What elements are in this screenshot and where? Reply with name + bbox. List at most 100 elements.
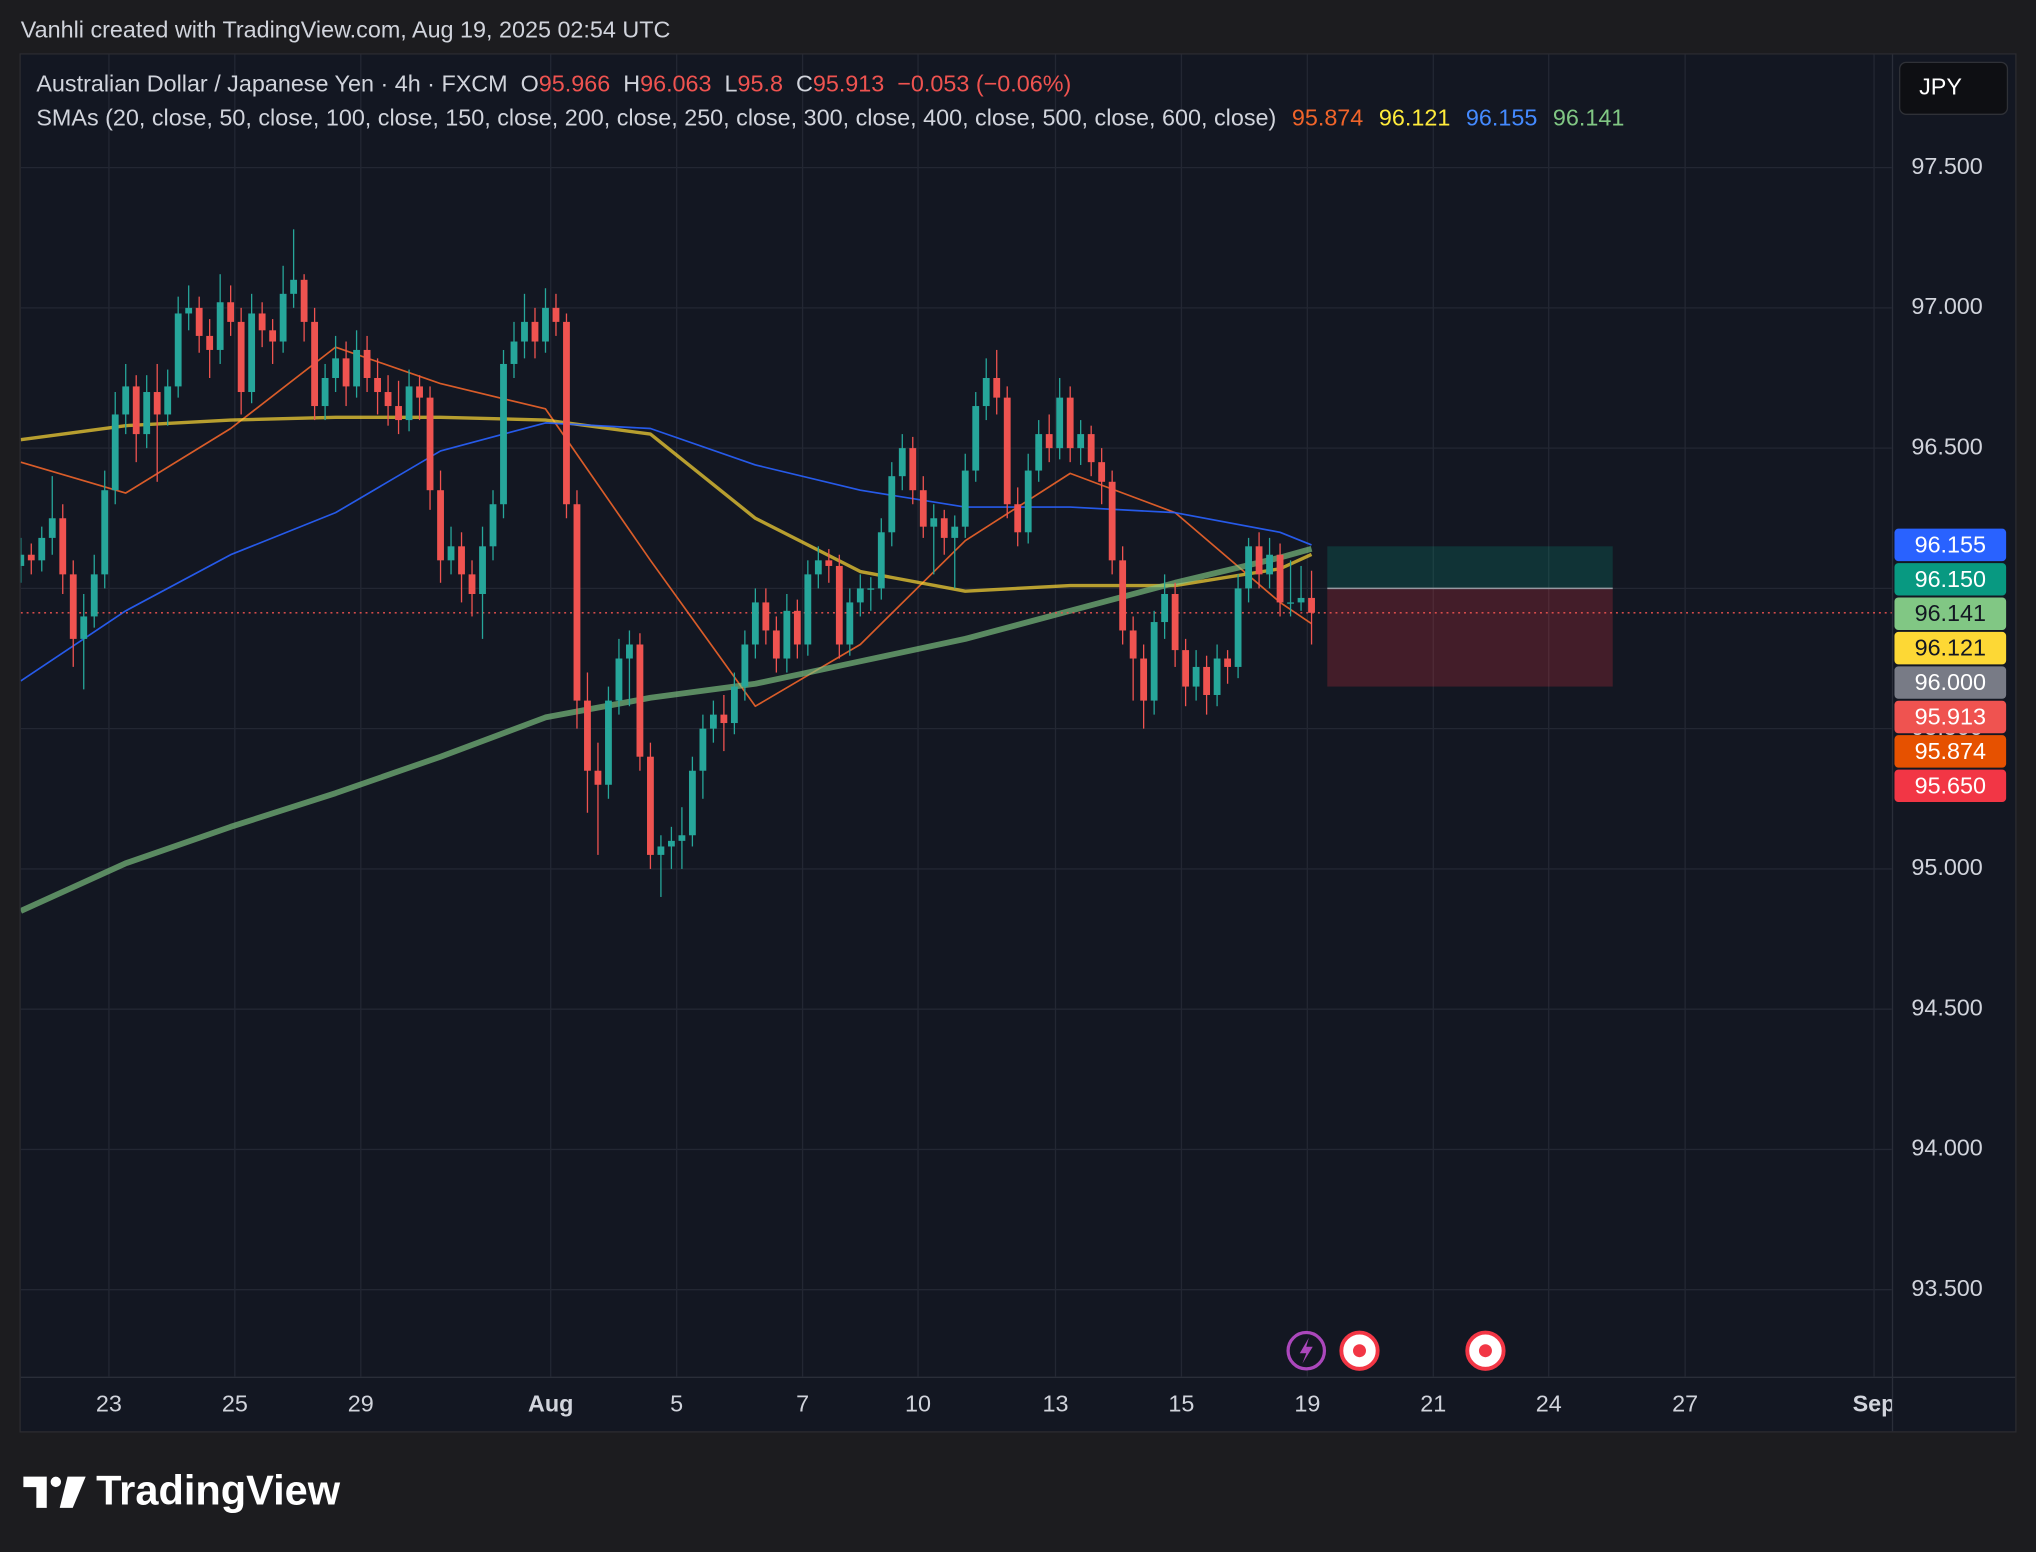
price-tag <box>1894 631 2007 665</box>
candle-body <box>69 574 77 639</box>
currency-box[interactable] <box>1899 61 2009 115</box>
candle-body <box>573 504 581 701</box>
legend-text: 96.121 <box>1379 105 1450 131</box>
candle-body <box>615 658 623 701</box>
candle-body <box>1245 546 1252 589</box>
event-dot <box>1353 1344 1366 1358</box>
candle-body <box>27 554 35 561</box>
candle-body <box>1024 470 1032 533</box>
candle-body <box>405 386 413 421</box>
candle-body <box>982 377 990 407</box>
candle-body <box>20 554 25 566</box>
candle-body <box>1287 602 1294 604</box>
sma-line <box>20 422 1312 682</box>
candle-body <box>563 321 570 505</box>
candle-body <box>1056 397 1064 449</box>
legend-text: Australian Dollar / Japanese Yen · 4h · … <box>36 71 507 97</box>
candle-body <box>898 448 906 477</box>
price-tag <box>1894 700 2007 734</box>
candle-body <box>741 644 749 687</box>
price-tag-label: 95.913 <box>1915 703 1986 729</box>
legend-text: L <box>725 71 738 97</box>
candle-body <box>132 386 140 435</box>
candle-body <box>311 321 319 407</box>
legend-text: O <box>521 71 539 97</box>
candle-body <box>1255 546 1263 575</box>
x-tick-label: 15 <box>1168 1390 1194 1416</box>
currency[interactable]: JPY <box>1919 73 1962 99</box>
candle-body <box>290 279 298 294</box>
candle-body <box>468 574 476 595</box>
candle-body <box>678 835 686 841</box>
candle-body <box>479 546 486 595</box>
candle-body <box>835 565 843 645</box>
candle-body <box>59 518 67 575</box>
candle-body <box>1224 658 1232 667</box>
candle-body <box>143 392 151 435</box>
price-tag-label: 96.141 <box>1915 600 1986 626</box>
candle-body <box>174 313 182 387</box>
candle-body <box>636 644 644 757</box>
brand-logo: TradingView <box>23 1467 341 1514</box>
candle-body <box>888 476 896 533</box>
candle-body <box>867 588 875 590</box>
candle-body <box>584 700 591 771</box>
candle-body <box>804 574 812 645</box>
symbol-legend: Australian Dollar / Japanese Yen · 4h · … <box>36 71 1071 97</box>
candle-body <box>699 728 707 771</box>
candle-body <box>605 700 612 785</box>
candles <box>20 229 1315 897</box>
legend-text: 96.141 <box>1553 105 1624 131</box>
candle-body <box>353 349 360 387</box>
x-tick-label: 13 <box>1043 1390 1069 1416</box>
time-axis: 23 25 29 Aug 5 7 10 13 15 19 21 24 27 Sep <box>96 1390 1896 1416</box>
candle-body <box>122 386 130 415</box>
candle-body <box>814 560 822 575</box>
price-tag <box>1894 528 2007 562</box>
candle-body <box>38 537 46 561</box>
x-tick-label: Sep <box>1853 1390 1896 1416</box>
price-tag <box>1894 597 2007 630</box>
x-tick-label: Aug <box>528 1390 573 1416</box>
sma-line <box>20 346 1313 708</box>
price-tag-label: 96.155 <box>1915 531 1986 557</box>
candle-body <box>1192 666 1200 687</box>
candle-body <box>667 840 675 847</box>
legend-text: H <box>623 71 640 97</box>
candle-body <box>1035 434 1043 471</box>
candle-body <box>877 532 885 589</box>
candle-body <box>762 602 770 631</box>
legend-text: 96.155 <box>1466 105 1537 131</box>
lightning <box>1299 1337 1313 1364</box>
candle-body <box>993 377 1001 398</box>
candle-body <box>856 588 864 603</box>
profit-zone <box>1327 546 1613 589</box>
event-dot <box>1478 1344 1492 1358</box>
candle-body <box>1234 588 1242 667</box>
price-tag <box>1894 666 2007 699</box>
candle-body <box>48 518 56 538</box>
legend-text: 95.966 <box>539 71 610 97</box>
candle-body <box>279 293 287 342</box>
logo-mark <box>23 1476 47 1508</box>
candle-body <box>111 414 119 491</box>
candle-body <box>783 610 791 659</box>
candle-body <box>363 349 371 378</box>
candle-body <box>1276 554 1284 603</box>
y-tick-label: 97.000 <box>1911 293 1982 319</box>
price-tag-label: 96.000 <box>1915 669 1986 695</box>
y-tick-label: 97.500 <box>1911 153 1982 179</box>
price-tag-label: 96.150 <box>1915 566 1986 592</box>
candle-body <box>552 307 560 322</box>
candle-body <box>1108 481 1116 561</box>
candle-body <box>216 302 224 350</box>
price-tags: 96.155 96.150 96.141 96.121 96.000 95.913 95.8… <box>1894 528 2007 803</box>
candle-body <box>248 313 256 393</box>
y-tick-label: 94.500 <box>1911 994 1982 1020</box>
moving-averages <box>20 346 1892 914</box>
event-icons <box>1286 1330 1506 1371</box>
candle-body <box>1213 658 1221 695</box>
legend-text: SMAs (20, close, 50, close, 100, close, … <box>36 105 1276 131</box>
candle-body <box>1077 434 1085 449</box>
